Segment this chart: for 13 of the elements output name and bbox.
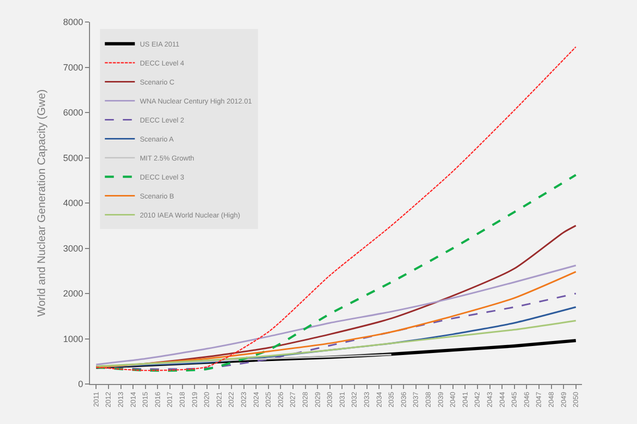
- line-series: [95, 320, 577, 368]
- y-tick-label: 7000: [63, 62, 84, 72]
- y-tick-label: 6000: [63, 108, 84, 118]
- y-tick-label: 1000: [63, 334, 84, 344]
- y-tick-label: 3000: [63, 243, 84, 254]
- line-series: [96, 46, 576, 372]
- y-axis-title: World and Nuclear Generation Capacity (Gwe): [36, 89, 48, 317]
- y-tick-label: 5000: [63, 152, 84, 163]
- line-series: [95, 174, 577, 372]
- y-tick-label: 2000: [63, 288, 84, 299]
- y-tick-label: 0: [78, 379, 84, 390]
- y-tick-label: 8000: [63, 17, 84, 28]
- y-tick-label: 4000: [63, 198, 84, 208]
